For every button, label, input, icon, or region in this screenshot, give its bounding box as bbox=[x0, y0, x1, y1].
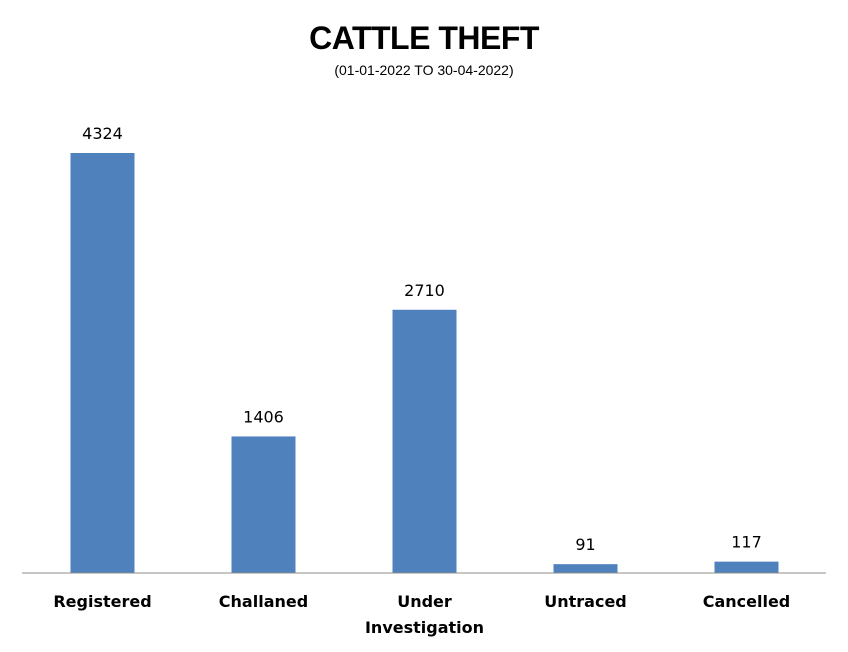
bar-value-label: 4324 bbox=[82, 124, 123, 143]
category-labels-layer: Registered Challaned Under Investigation Unt… bbox=[53, 592, 790, 637]
bar-untraced bbox=[553, 564, 618, 573]
value-labels-layer: 4324 1406 2710 91 117 bbox=[82, 124, 762, 554]
chart-subtitle: (01-01-2022 TO 30-04-2022) bbox=[334, 62, 514, 78]
category-label: Registered bbox=[53, 592, 151, 611]
chart-title: CATTLE THEFT bbox=[309, 20, 539, 56]
bar-registered bbox=[70, 153, 135, 573]
bar-cancelled bbox=[714, 561, 779, 573]
bar-under-investigation bbox=[392, 309, 457, 573]
category-label: Under Investigation bbox=[365, 592, 484, 637]
bar-value-label: 1406 bbox=[243, 407, 284, 426]
bar-challaned bbox=[231, 436, 296, 573]
category-label: Untraced bbox=[544, 592, 627, 611]
category-label: Challaned bbox=[219, 592, 308, 611]
bar-value-label: 91 bbox=[575, 535, 595, 554]
bar-value-label: 2710 bbox=[404, 281, 445, 300]
category-label: Cancelled bbox=[703, 592, 791, 611]
bar-value-label: 117 bbox=[731, 533, 762, 552]
bars-layer bbox=[70, 153, 779, 573]
